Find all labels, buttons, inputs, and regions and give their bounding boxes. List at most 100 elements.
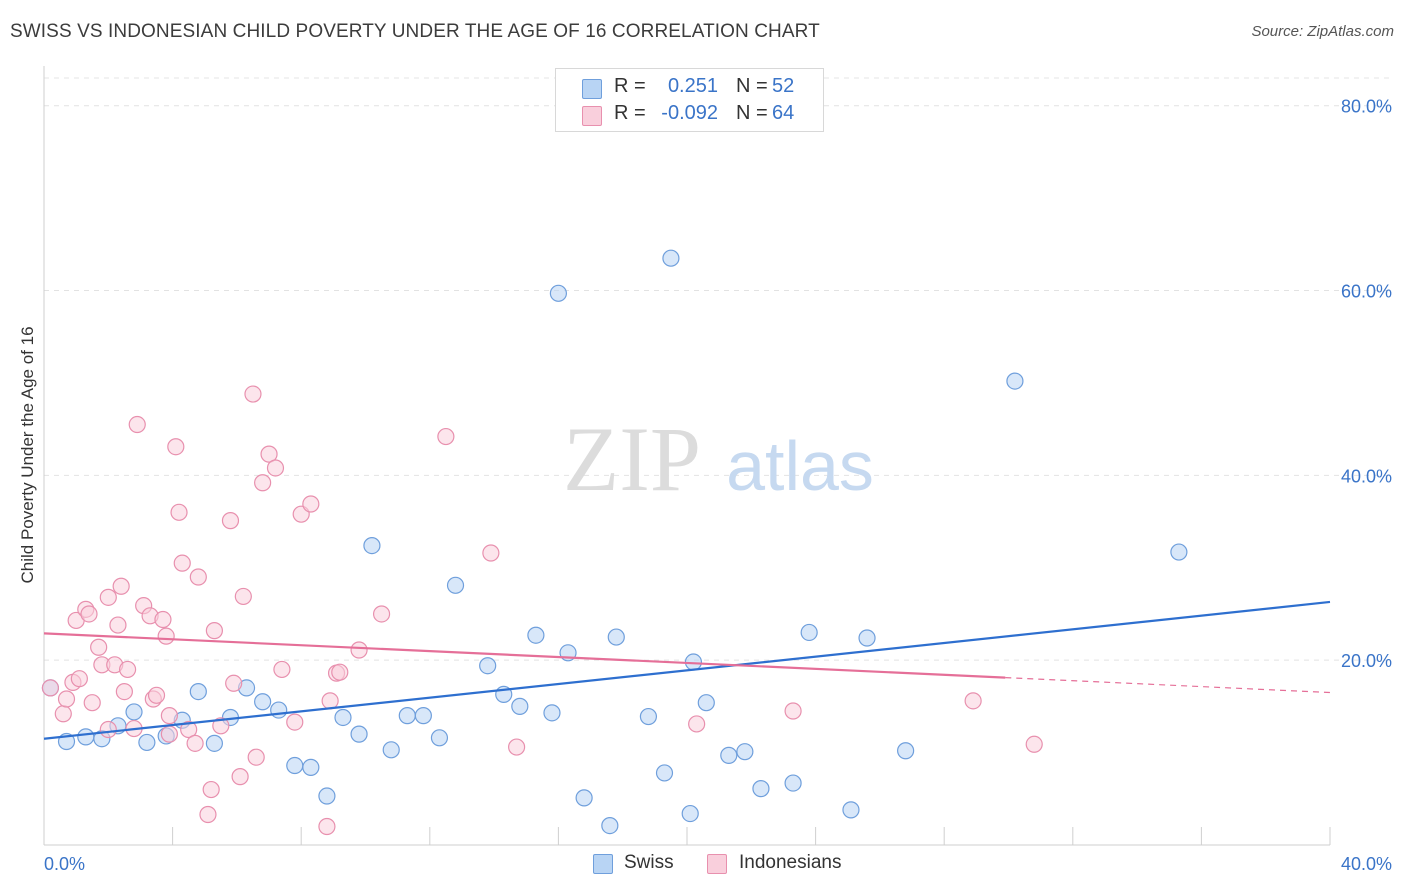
trend-line [43,632,1006,679]
data-point [90,638,108,656]
legend-label-indonesians: Indonesians [739,852,842,873]
data-point [331,663,349,681]
data-point [138,733,156,752]
data-point [601,816,619,835]
n-label: N = [736,102,768,124]
data-point [437,427,455,446]
data-point [167,438,185,456]
data-point [286,756,304,775]
data-points [41,249,1188,836]
data-point [205,734,223,752]
data-point [160,725,178,743]
data-point [363,536,381,555]
data-point [212,717,230,735]
x-tick-label: 0.0% [44,854,85,874]
data-point [254,474,272,492]
data-point [681,804,699,823]
data-point [1025,735,1043,753]
data-point [350,725,368,743]
tick-labels: 20.0% 40.0% 60.0% 80.0% 0.0% 40.0% [44,97,1392,874]
data-point [607,628,625,646]
data-point [479,657,497,675]
data-point [482,544,500,562]
data-point [720,746,738,764]
y-axis-label: Child Poverty Under the Age of 16 [18,326,37,584]
data-point [321,692,339,710]
trend-line [43,600,1331,740]
correlation-legend: R = 0.251 N = 52 R = -0.092 N = 64 [555,68,824,132]
y-tick-label: 40.0% [1341,466,1392,486]
data-point [254,693,272,711]
data-point [1170,543,1188,561]
data-point [157,627,175,645]
y-tick-label: 60.0% [1341,282,1392,302]
data-point [318,787,336,805]
data-point [662,249,680,267]
data-point [549,284,568,302]
n-value: 52 [772,75,795,97]
legend-row-indonesians: R = -0.092 N = 64 [556,100,823,128]
data-point [334,708,352,727]
r-label: R = [614,102,646,124]
data-point [99,588,117,606]
data-point [205,622,223,640]
data-point [115,682,133,701]
grid-lines [44,77,1392,661]
axes [43,66,1331,846]
data-point [128,415,146,434]
data-point [77,728,95,746]
data-point [414,707,432,725]
data-point [244,385,262,403]
data-point [382,741,400,759]
chart-title: SWISS VS INDONESIAN CHILD POVERTY UNDER … [10,21,820,42]
data-point [1006,372,1024,390]
data-point [247,748,265,766]
data-point [221,512,240,530]
data-point [112,577,130,595]
watermark-zip: ZIP [563,408,701,510]
data-point [234,587,252,606]
series-indonesians [41,385,1043,836]
data-point [784,702,802,720]
data-point [54,705,72,723]
n-label: N = [736,75,768,97]
r-label: R = [614,75,646,97]
watermark-atlas: atlas [726,427,874,505]
data-point [266,459,285,477]
data-point [80,605,98,623]
data-point [70,670,88,688]
series-swiss [41,249,1188,835]
data-point [109,616,127,634]
data-point [154,610,172,629]
data-point [697,694,715,712]
x-tick-label: 40.0% [1341,854,1392,874]
data-point [83,694,101,712]
data-point [225,674,243,692]
data-point [41,679,60,697]
trend-line-extension [1005,676,1331,694]
data-point [446,576,465,594]
data-point [173,554,191,572]
data-point [430,729,449,747]
data-point [318,817,336,836]
r-value: 0.251 [667,75,718,97]
data-point [858,629,876,647]
chart-source: Source: ZipAtlas.com [1251,23,1394,40]
data-point [655,764,674,782]
data-point [752,780,770,798]
legend-swatch-swiss [582,79,602,99]
legend-swatch-indonesians [707,854,727,874]
data-point [231,768,249,786]
data-point [897,742,915,760]
y-tick-label: 80.0% [1341,97,1392,117]
data-point [372,605,391,623]
r-value: -0.092 [661,102,718,124]
data-point [842,801,860,819]
data-point [99,720,117,739]
legend-swatch-indonesians [582,106,602,126]
data-point [118,660,137,679]
data-point [688,715,706,733]
trend-lines [43,600,1331,740]
data-point [286,713,304,731]
